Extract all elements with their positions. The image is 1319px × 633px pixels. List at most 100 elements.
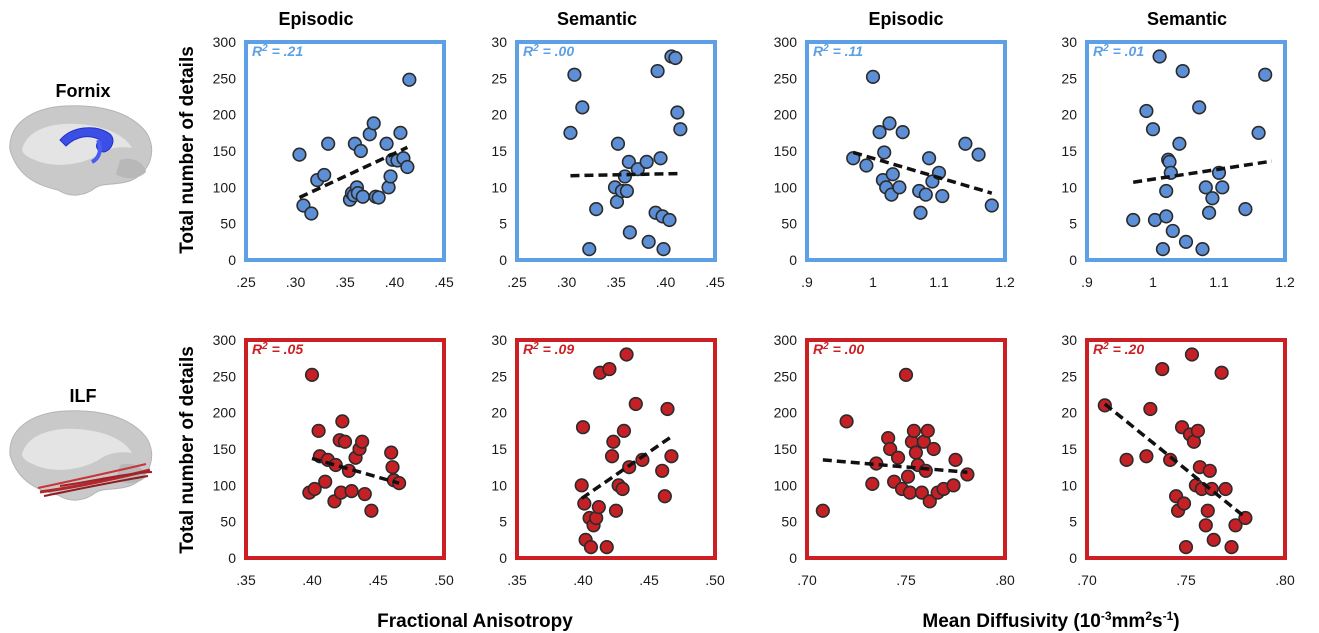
y-tick-label: 100 [213,477,237,493]
data-point [1176,496,1192,511]
data-point [650,63,665,79]
data-point [619,347,634,362]
y-tick-label: 50 [781,514,797,530]
data-point [1126,212,1141,228]
x-tick-label: .9 [1081,274,1093,290]
y-tick-label: 0 [499,252,507,268]
data-point [619,183,634,199]
x-tick-label: .50 [705,572,725,588]
data-point [1175,63,1190,79]
data-point [906,423,922,438]
data-point [662,212,677,228]
data-point [318,474,333,489]
data-point [583,539,599,555]
data-point [926,441,941,457]
data-point [1190,423,1205,438]
data-point [664,449,679,464]
x-tick-label: .30 [557,274,577,290]
column-title-1: Episodic [278,9,353,29]
x-tick-label: .40 [302,572,322,588]
data-point [1145,122,1161,137]
data-point [1155,361,1170,377]
data-point [582,242,597,257]
column-title-4: Semantic [1147,9,1227,29]
trend-line [822,458,968,474]
x-tick-label: .45 [705,274,725,290]
panel-4: 0 5 10 15 20 25 30 .9 1 1.1 1.2 R2 = .01 [1061,34,1295,290]
x-tick-label: .25 [236,274,256,290]
y-tick-label: 5 [499,216,507,232]
data-point [610,136,626,151]
data-point [353,143,368,159]
x-tick-label: 1 [1149,274,1157,290]
panel-8: 0 5 10 15 20 25 30 .70 .75 .80 R2 = .20 [1061,332,1295,588]
brain-fornix-icon [9,105,153,196]
y-tick-label: 200 [774,107,798,123]
data-point [357,486,372,502]
x-tick-label: 1.1 [929,274,949,290]
data-point [307,481,322,497]
y-tick-label: 0 [1069,252,1077,268]
data-point [563,125,578,140]
y-tick-label: 200 [213,107,237,123]
data-point [622,225,637,240]
y-tick-label: 250 [213,70,237,86]
data-point [670,105,685,120]
data-point [1251,125,1266,140]
r-squared-label: R2 = .05 [252,341,303,357]
y-tick-label: 30 [1061,332,1077,348]
data-point [641,234,656,249]
data-point [971,147,986,162]
data-point [304,206,319,221]
y-tick-label: 0 [789,252,797,268]
y-tick-label: 0 [1069,550,1077,566]
column-title-3: Episodic [868,9,943,29]
y-tick-label: 10 [491,179,507,195]
y-tick-label: 25 [491,70,507,86]
data-point [355,434,370,449]
row-label-fornix: Fornix [55,81,110,101]
data-point [918,187,933,202]
panel-frame [805,338,1007,560]
y-tick-label: 30 [491,34,507,50]
data-point [616,423,632,438]
x-tick-label: .70 [1077,572,1097,588]
y-tick-label: 200 [213,405,237,421]
data-point [948,452,963,468]
data-point [604,449,620,464]
data-point [872,125,887,140]
r-squared-label: R2 = .21 [252,43,303,59]
trend-line [298,145,409,200]
data-point [1214,365,1229,380]
data-point [567,67,582,82]
y-tick-label: 20 [491,107,507,123]
x-axis-title-fa: Fractional Anisotropy [377,611,573,632]
r-squared-label: R2 = .01 [1093,43,1144,59]
y-tick-label: 150 [213,441,237,457]
y-tick-label: 100 [774,477,798,493]
y-tick-label: 250 [213,368,237,384]
panel-frame [515,338,717,560]
data-point [1218,481,1233,497]
y-tick-label: 10 [1061,179,1077,195]
data-point [304,367,320,382]
data-point [885,167,900,182]
x-tick-label: .40 [385,274,405,290]
data-point [599,539,614,555]
panel-frame [244,338,446,560]
y-axis-title-top: Total number of details [177,46,198,254]
data-point [292,147,307,162]
panel-6: 0 5 10 15 20 25 30 .35 .40 .45 .50 R2 = .09 [491,332,725,588]
x-tick-label: 1.2 [1275,274,1295,290]
data-point [589,202,604,217]
x-tick-label: .50 [434,572,454,588]
y-tick-label: 50 [781,216,797,232]
data-point [606,434,621,449]
data-point [918,463,933,478]
data-point [577,496,592,511]
x-tick-label: .35 [236,572,256,588]
trend-line [1132,159,1273,184]
data-point [1200,503,1215,518]
y-tick-label: 20 [1061,107,1077,123]
x-tick-label: 1 [869,274,877,290]
